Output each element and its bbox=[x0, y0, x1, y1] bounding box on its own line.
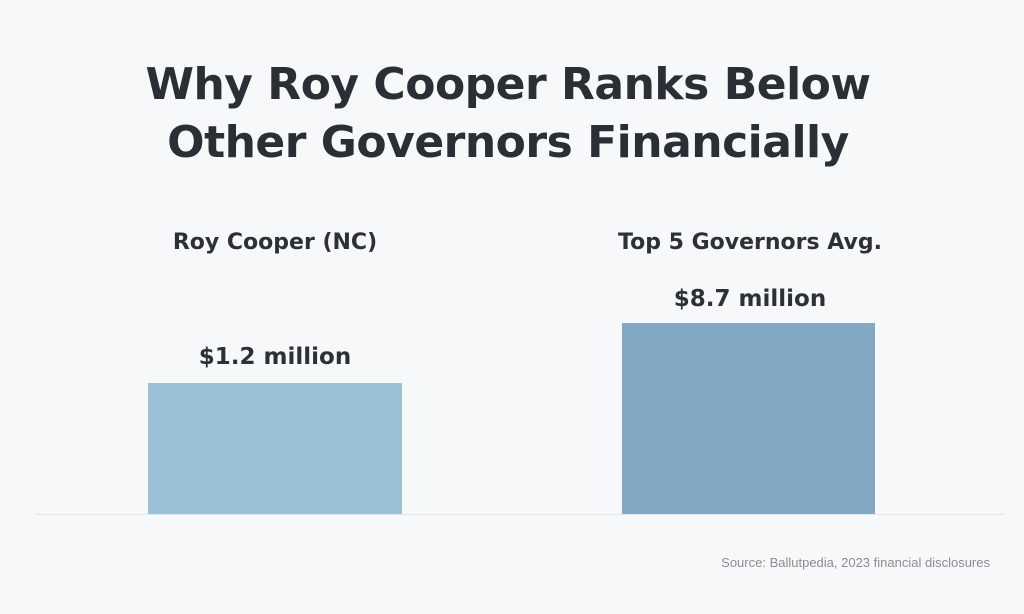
x-axis-baseline bbox=[35, 514, 1005, 515]
chart-title: Why Roy Cooper Ranks Below Other Governo… bbox=[0, 56, 1016, 172]
source-note: Source: Ballutpedia, 2023 financial disc… bbox=[721, 555, 990, 570]
bar-top5-avg bbox=[622, 323, 875, 514]
value-label-top5-avg: $8.7 million bbox=[673, 286, 827, 312]
chart-title-line-1: Why Roy Cooper Ranks Below bbox=[145, 59, 871, 110]
category-label-top5-avg: Top 5 Governors Avg. bbox=[618, 230, 882, 255]
category-label-roy-cooper: Roy Cooper (NC) bbox=[172, 230, 378, 255]
chart-title-line-2: Other Governors Financially bbox=[167, 117, 849, 168]
value-label-roy-cooper: $1.2 million bbox=[198, 344, 352, 370]
bar-roy-cooper bbox=[148, 383, 402, 514]
